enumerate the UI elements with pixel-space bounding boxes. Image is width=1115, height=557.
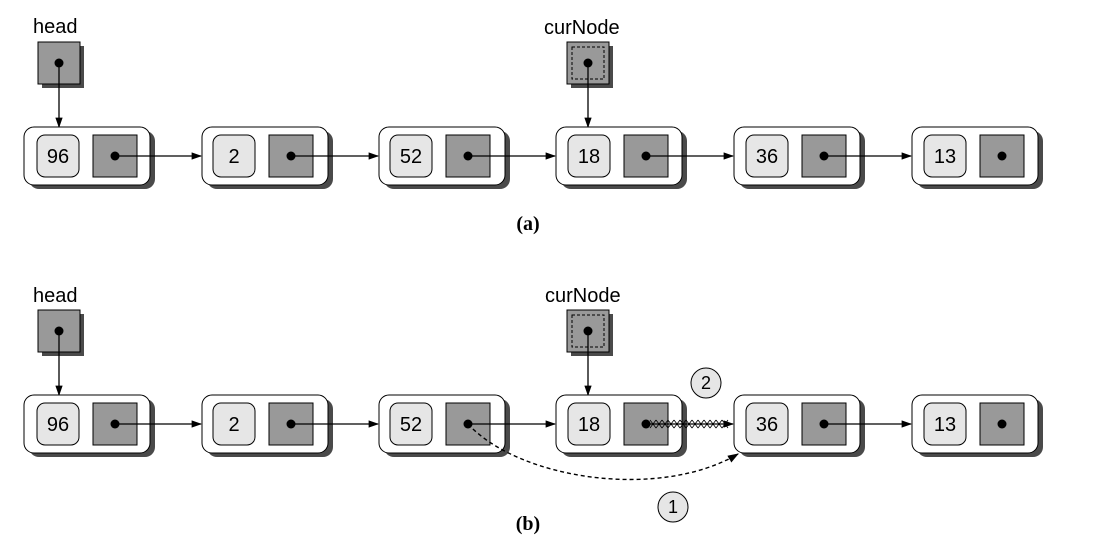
curnode-pointer: [566, 309, 613, 397]
node-value: 18: [578, 146, 600, 168]
node-value: 36: [756, 414, 778, 436]
curnode-label: curNode: [544, 17, 620, 39]
node-value: 96: [47, 146, 69, 168]
diagram-a: head curNode 96 2: [23, 16, 1043, 235]
step-1-marker: 1: [657, 491, 689, 523]
removed-link: [646, 419, 735, 429]
node-a-0: 96: [23, 126, 155, 189]
head-pointer: [37, 41, 84, 129]
curnode-pointer: [566, 41, 613, 129]
node-b-3: 18: [555, 394, 687, 457]
node-a-3: 18: [555, 126, 687, 189]
node-value: 2: [228, 146, 239, 168]
bypass-link: [467, 423, 739, 481]
step-2-marker: 2: [690, 367, 722, 399]
head-label: head: [33, 16, 78, 38]
node-b-5: 13: [911, 394, 1043, 457]
node-a-4: 36: [733, 126, 865, 189]
node-a-5: 13: [911, 126, 1043, 189]
node-a-1: 2: [201, 126, 333, 189]
node-b-0: 96: [23, 394, 155, 457]
node-value: 2: [228, 414, 239, 436]
node-a-2: 52: [378, 126, 510, 189]
svg-text:2: 2: [701, 373, 711, 393]
node-value: 18: [578, 414, 600, 436]
node-value: 13: [934, 414, 956, 436]
node-value: 96: [47, 414, 69, 436]
node-b-2: 52: [378, 394, 510, 457]
caption-a: (a): [516, 213, 539, 235]
svg-text:1: 1: [668, 497, 678, 517]
head-pointer: [37, 309, 84, 397]
node-value: 36: [756, 146, 778, 168]
node-b-4: 36: [733, 394, 865, 457]
node-value: 52: [400, 146, 422, 168]
curnode-label: curNode: [545, 285, 621, 307]
diagram-b: head curNode 96 2: [23, 285, 1043, 535]
node-value: 52: [400, 414, 422, 436]
node-b-1: 2: [201, 394, 333, 457]
caption-b: (b): [516, 513, 540, 535]
node-value: 13: [934, 146, 956, 168]
head-label: head: [33, 285, 78, 307]
